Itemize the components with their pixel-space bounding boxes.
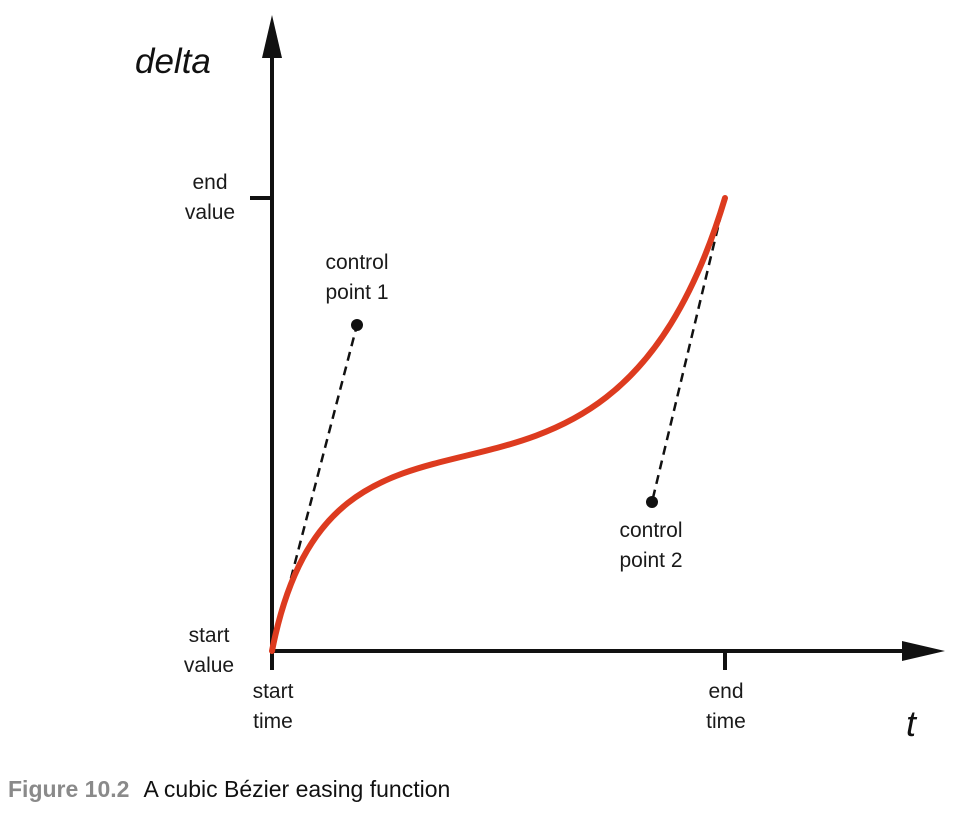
control-point-2[interactable]: [646, 496, 658, 508]
y-axis-title: delta: [135, 42, 211, 81]
figure-caption-text: A cubic Bézier easing function: [143, 776, 451, 802]
end-time-label: end time: [706, 680, 746, 733]
figure-number: Figure 10.2: [8, 776, 130, 802]
y-axis-arrowhead: [262, 15, 282, 58]
control-point-1-label: control point 1: [325, 251, 389, 304]
control-point-2-label: control point 2: [619, 519, 683, 572]
control-handle-2: [650, 197, 727, 503]
figure-caption: Figure 10.2 A cubic Bézier easing functio…: [8, 776, 450, 803]
x-axis-arrowhead: [902, 641, 945, 661]
x-axis-title: t: [906, 703, 917, 744]
bezier-curve: [269, 195, 728, 654]
control-point-1[interactable]: [351, 319, 363, 331]
start-value-label: start value: [183, 624, 235, 677]
control-handle-1: [270, 324, 359, 652]
end-value-label: end value: [184, 171, 236, 224]
start-time-label: start time: [252, 680, 294, 733]
